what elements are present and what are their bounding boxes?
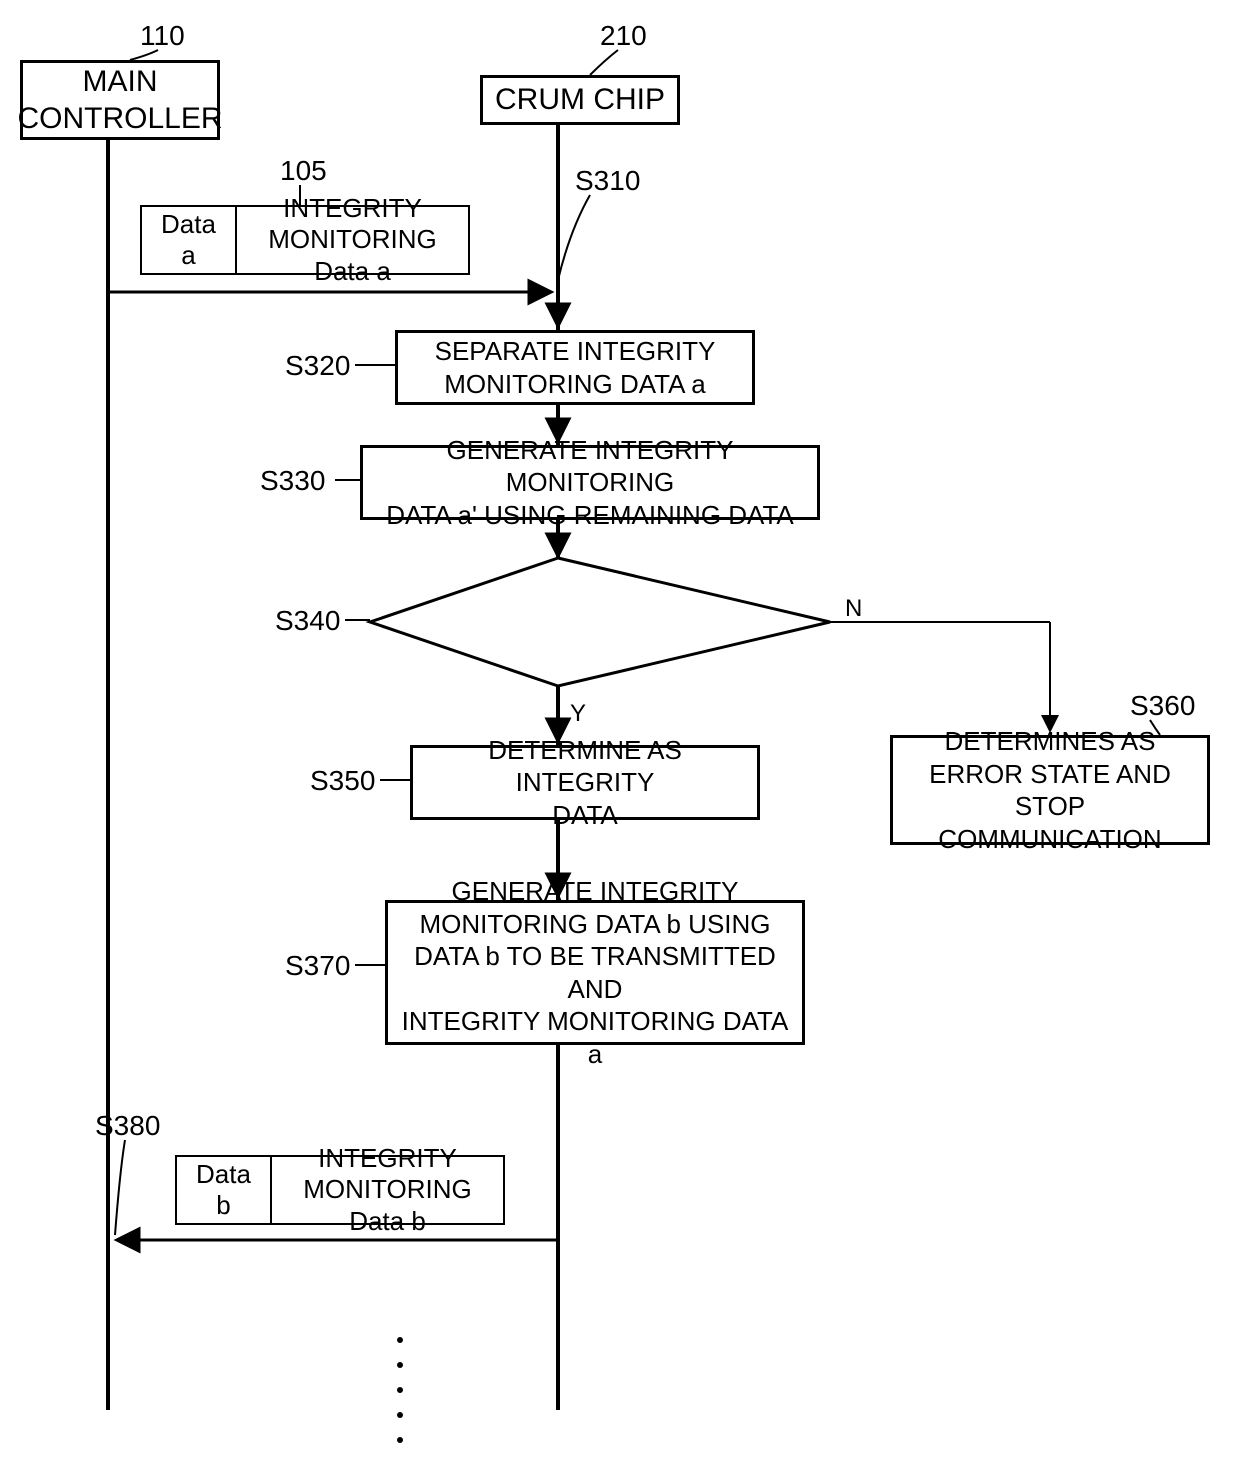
label-s360: S360: [1130, 690, 1195, 722]
decision-N: N: [845, 595, 862, 623]
label-s380: S380: [95, 1110, 160, 1142]
crum-chip-box: CRUM CHIP: [480, 75, 680, 125]
message-b: Data b INTEGRITY MONITORING Data b: [175, 1155, 505, 1225]
message-a: Data a INTEGRITY MONITORING Data a: [140, 205, 470, 275]
step-s370: GENERATE INTEGRITY MONITORING DATA b USI…: [385, 900, 805, 1045]
main-controller-box: MAIN CONTROLLER: [20, 60, 220, 140]
label-s340: S340: [275, 605, 340, 637]
label-s370: S370: [285, 950, 350, 982]
decision-s340-text: a=a'?: [530, 608, 594, 639]
label-s320: S320: [285, 350, 350, 382]
step-s350: DETERMINE AS INTEGRITY DATA: [410, 745, 760, 820]
decision-Y: Y: [570, 700, 586, 728]
ref-105: 105: [280, 155, 327, 187]
step-s320: SEPARATE INTEGRITY MONITORING DATA a: [395, 330, 755, 405]
ref-210: 210: [600, 20, 647, 52]
label-s330: S330: [260, 465, 325, 497]
msg-b-right: INTEGRITY MONITORING Data b: [272, 1157, 503, 1223]
main-lifeline: [106, 140, 110, 1410]
msg-a-left: Data a: [142, 207, 237, 273]
msg-b-left: Data b: [177, 1157, 272, 1223]
step-s330: GENERATE INTEGRITY MONITORING DATA a' US…: [360, 445, 820, 520]
ref-110: 110: [140, 20, 185, 52]
label-s350: S350: [310, 765, 375, 797]
step-s360: DETERMINES AS ERROR STATE AND STOP COMMU…: [890, 735, 1210, 845]
msg-a-right: INTEGRITY MONITORING Data a: [237, 207, 468, 273]
label-s310: S310: [575, 165, 640, 197]
